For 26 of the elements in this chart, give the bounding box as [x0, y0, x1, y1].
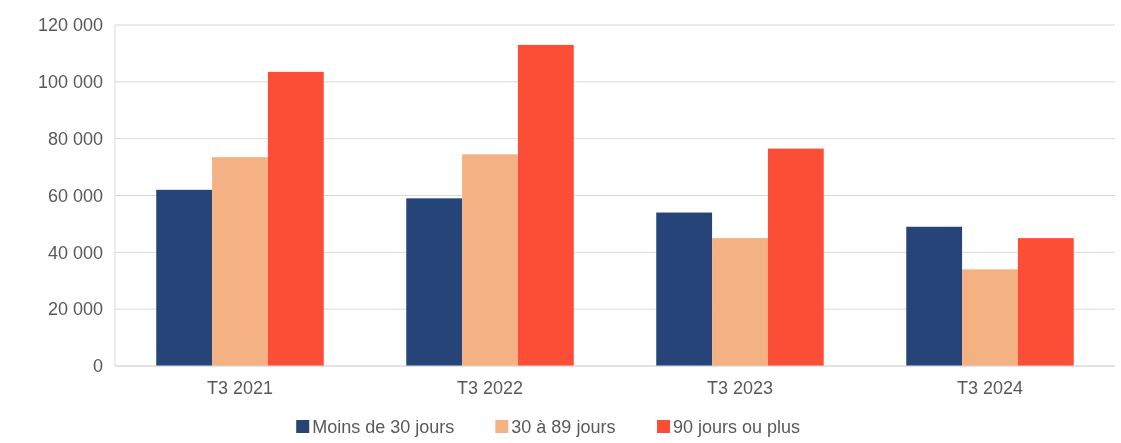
- bar: [962, 269, 1018, 366]
- y-tick-label: 20 000: [47, 299, 103, 320]
- bar: [712, 238, 768, 366]
- y-tick-label: 60 000: [47, 185, 103, 206]
- y-tick-label: 120 000: [37, 15, 103, 36]
- legend-label: Moins de 30 jours: [312, 417, 455, 437]
- y-tick-label: 40 000: [47, 242, 103, 263]
- bar: [1017, 238, 1074, 366]
- y-tick-label: 0: [92, 356, 103, 377]
- bar: [656, 212, 713, 366]
- bar: [767, 148, 824, 366]
- y-tick-label: 100 000: [37, 72, 103, 93]
- x-tick-label: T3 2021: [206, 378, 274, 398]
- bar: [267, 71, 324, 366]
- x-tick-label: T3 2023: [706, 378, 774, 398]
- bar: [156, 189, 213, 366]
- bar: [406, 198, 463, 366]
- y-tick-label: 80 000: [47, 128, 103, 149]
- legend-label: 30 à 89 jours: [511, 417, 616, 437]
- x-tick-label: T3 2024: [956, 378, 1024, 398]
- bar: [906, 226, 963, 366]
- bar: [462, 154, 518, 366]
- legend-label: 90 jours ou plus: [673, 417, 801, 437]
- bar: [212, 157, 268, 366]
- x-tick-label: T3 2022: [456, 378, 524, 398]
- bar: [517, 44, 574, 366]
